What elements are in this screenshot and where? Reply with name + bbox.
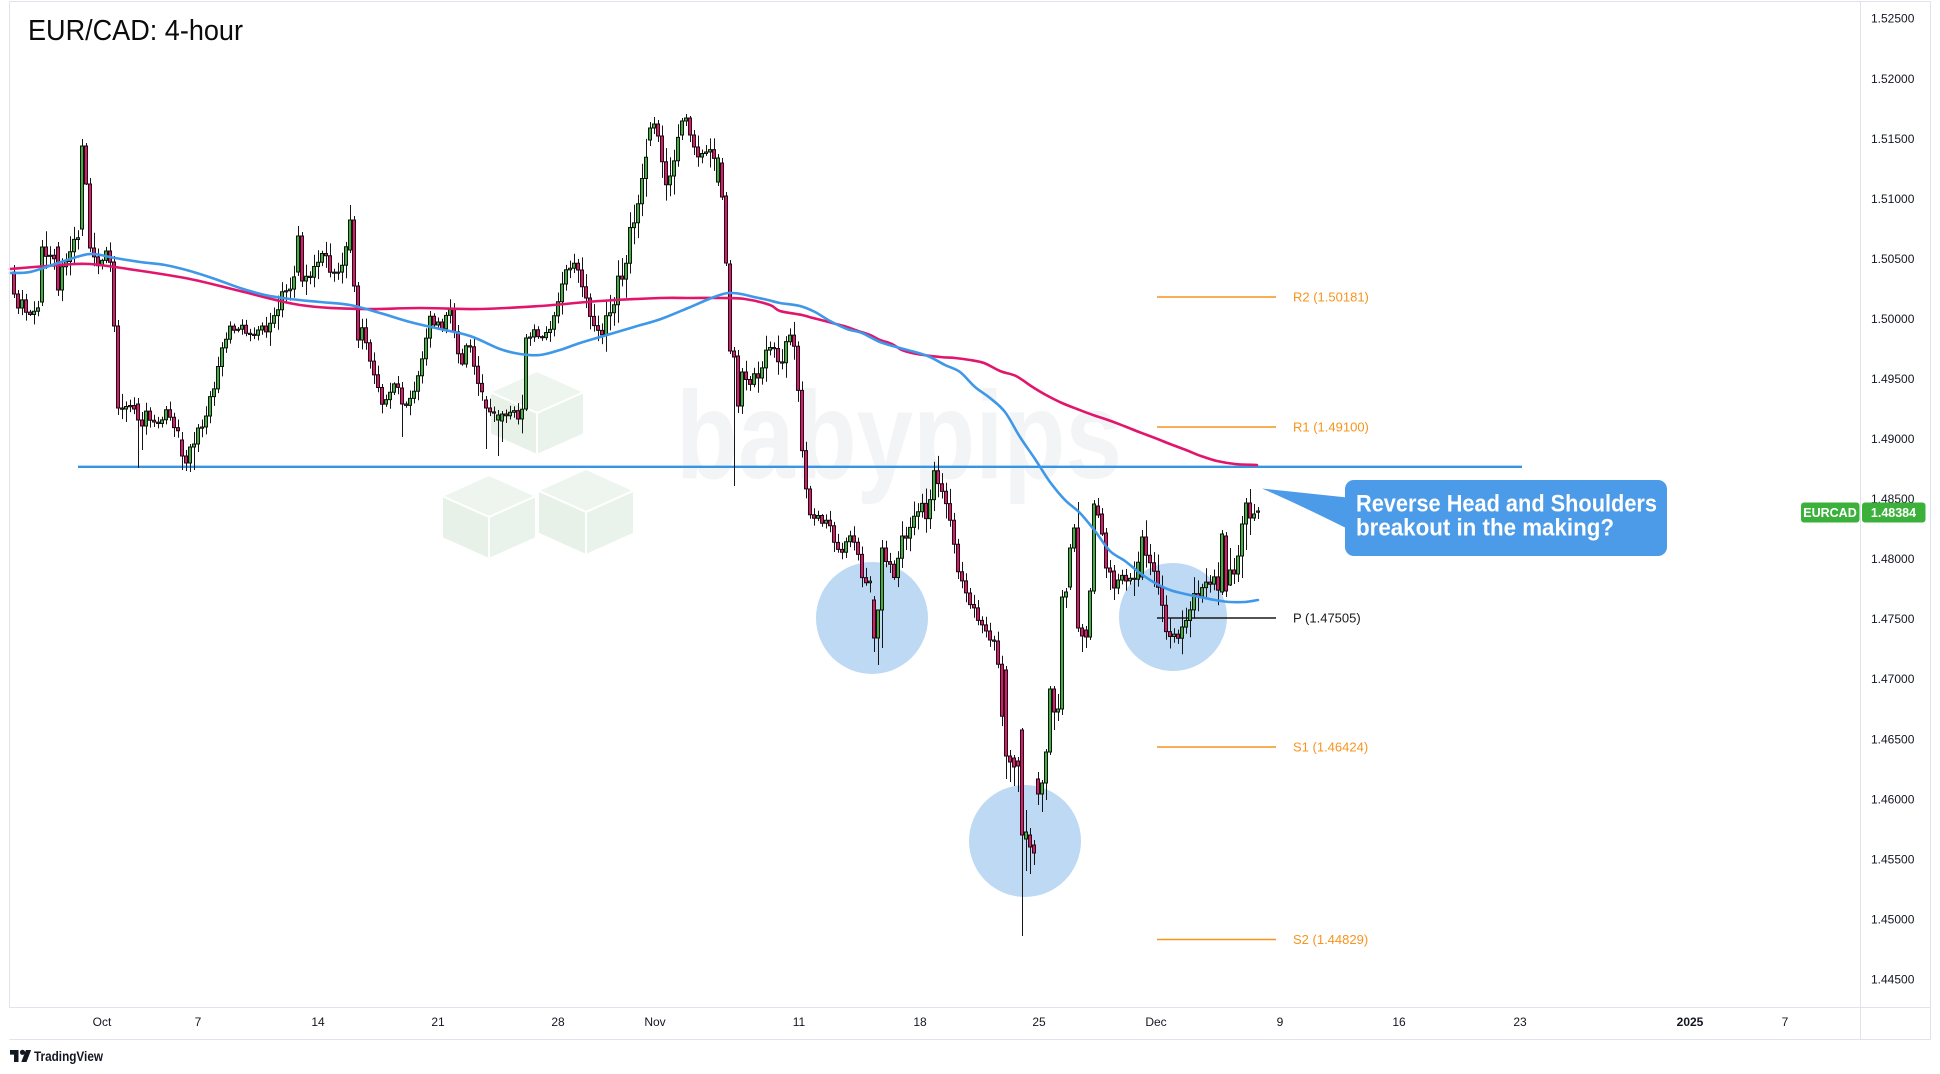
- svg-text:EURCAD: EURCAD: [1803, 506, 1856, 520]
- svg-text:1.48000: 1.48000: [1871, 552, 1915, 566]
- svg-text:1.47500: 1.47500: [1871, 612, 1915, 626]
- svg-text:7: 7: [1782, 1015, 1789, 1029]
- svg-text:1.52500: 1.52500: [1871, 12, 1915, 26]
- svg-text:1.51000: 1.51000: [1871, 192, 1915, 206]
- svg-text:S1 (1.46424): S1 (1.46424): [1293, 740, 1368, 755]
- svg-text:1.47000: 1.47000: [1871, 672, 1915, 686]
- svg-text:18: 18: [913, 1015, 927, 1029]
- svg-text:21: 21: [431, 1015, 445, 1029]
- svg-text:28: 28: [551, 1015, 565, 1029]
- svg-text:1.48384: 1.48384: [1871, 506, 1916, 520]
- svg-text:Dec: Dec: [1145, 1015, 1166, 1029]
- svg-text:1.46500: 1.46500: [1871, 732, 1915, 746]
- svg-text:1.50500: 1.50500: [1871, 252, 1915, 266]
- svg-text:S2 (1.44829): S2 (1.44829): [1293, 932, 1368, 947]
- svg-text:9: 9: [1277, 1015, 1284, 1029]
- svg-text:1.50000: 1.50000: [1871, 312, 1915, 326]
- svg-text:Oct: Oct: [93, 1015, 112, 1029]
- svg-text:11: 11: [793, 1015, 806, 1029]
- svg-text:16: 16: [1392, 1015, 1406, 1029]
- svg-text:Reverse Head and Shoulders: Reverse Head and Shoulders: [1356, 491, 1657, 518]
- svg-text:R2 (1.50181): R2 (1.50181): [1293, 290, 1369, 305]
- svg-text:25: 25: [1032, 1015, 1046, 1029]
- svg-text:Nov: Nov: [644, 1015, 665, 1029]
- svg-text:2025: 2025: [1677, 1015, 1704, 1029]
- svg-text:1.49500: 1.49500: [1871, 372, 1915, 386]
- svg-text:1.46000: 1.46000: [1871, 792, 1915, 806]
- svg-text:R1 (1.49100): R1 (1.49100): [1293, 420, 1369, 435]
- svg-text:EUR/CAD: 4-hour: EUR/CAD: 4-hour: [28, 15, 243, 47]
- svg-text:1.52000: 1.52000: [1871, 72, 1915, 86]
- svg-text:1.51500: 1.51500: [1871, 132, 1915, 146]
- svg-text:23: 23: [1513, 1015, 1527, 1029]
- svg-text:P (1.47505): P (1.47505): [1293, 611, 1361, 626]
- svg-text:1.45000: 1.45000: [1871, 913, 1915, 927]
- svg-text:7: 7: [195, 1015, 202, 1029]
- svg-text:breakout in the making?: breakout in the making?: [1356, 515, 1614, 542]
- svg-text:1.49000: 1.49000: [1871, 432, 1915, 446]
- svg-text:1.45500: 1.45500: [1871, 852, 1915, 866]
- svg-text:14: 14: [311, 1015, 325, 1029]
- svg-text:TradingView: TradingView: [34, 1048, 103, 1064]
- svg-text:1.44500: 1.44500: [1871, 973, 1915, 987]
